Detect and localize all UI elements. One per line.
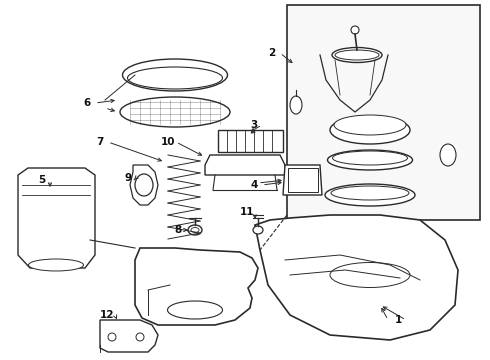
Polygon shape [18, 168, 95, 268]
Ellipse shape [120, 97, 230, 127]
Polygon shape [135, 248, 258, 325]
Ellipse shape [122, 59, 227, 91]
Polygon shape [255, 215, 458, 340]
Ellipse shape [188, 225, 202, 235]
Ellipse shape [28, 259, 83, 271]
Ellipse shape [325, 184, 415, 206]
Ellipse shape [332, 48, 382, 63]
Bar [287, 5, 480, 220]
Text: 6: 6 [83, 98, 91, 108]
Polygon shape [283, 165, 322, 195]
Text: 1: 1 [394, 315, 402, 325]
Ellipse shape [135, 174, 153, 196]
Text: 7: 7 [97, 137, 104, 147]
Ellipse shape [136, 333, 144, 341]
Ellipse shape [440, 144, 456, 166]
Text: 11: 11 [240, 207, 254, 217]
Bar [218, 130, 283, 152]
Ellipse shape [108, 333, 116, 341]
Polygon shape [130, 165, 158, 205]
Ellipse shape [290, 96, 302, 114]
Text: 5: 5 [38, 175, 46, 185]
Ellipse shape [330, 116, 410, 144]
Bar [288, 168, 318, 192]
Ellipse shape [334, 115, 406, 135]
Ellipse shape [335, 50, 379, 60]
Text: 4: 4 [250, 180, 258, 190]
Ellipse shape [330, 262, 410, 288]
Text: 10: 10 [161, 137, 175, 147]
Text: 9: 9 [124, 173, 131, 183]
Polygon shape [205, 155, 285, 175]
Ellipse shape [351, 26, 359, 34]
Polygon shape [100, 320, 158, 352]
Ellipse shape [333, 151, 408, 165]
Ellipse shape [127, 67, 222, 89]
Ellipse shape [327, 150, 413, 170]
Text: 12: 12 [100, 310, 114, 320]
Text: 8: 8 [174, 225, 182, 235]
Ellipse shape [168, 301, 222, 319]
Text: 2: 2 [269, 48, 275, 58]
Ellipse shape [191, 228, 199, 233]
Text: 3: 3 [250, 120, 258, 130]
Ellipse shape [331, 186, 409, 200]
Ellipse shape [253, 226, 263, 234]
